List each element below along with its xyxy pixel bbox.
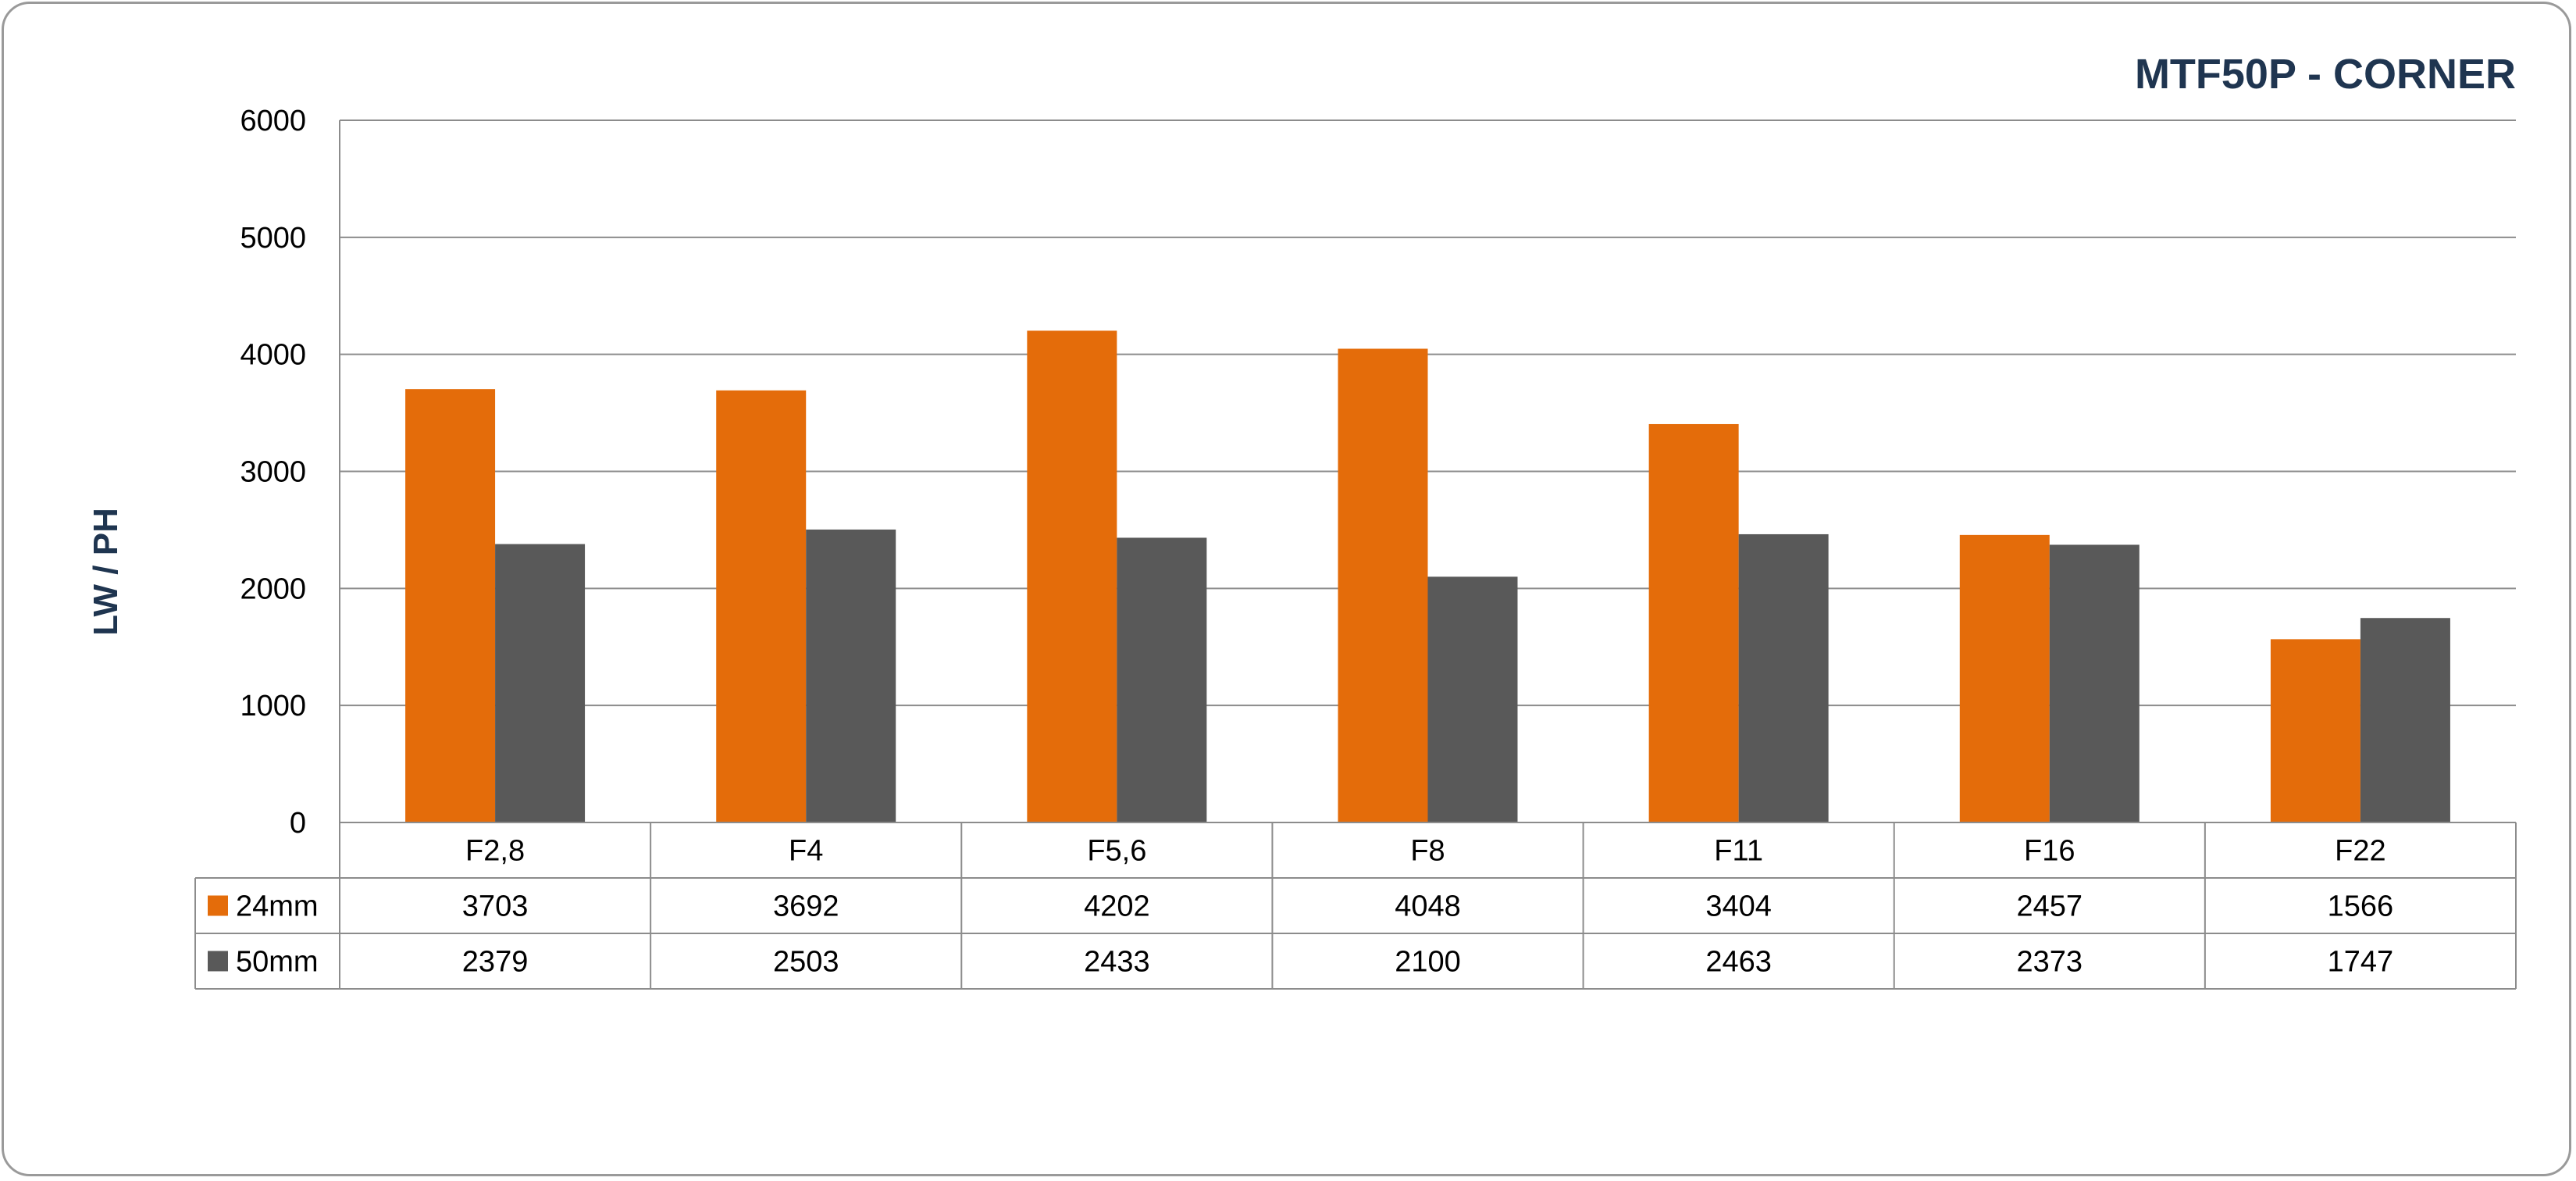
bar-50mm-F2,8 bbox=[495, 544, 586, 822]
data-label: 1566 bbox=[2328, 890, 2394, 923]
data-label: 2457 bbox=[2017, 890, 2083, 923]
x-tick-label: F8 bbox=[1410, 835, 1445, 868]
bar-24mm-F8 bbox=[1338, 348, 1428, 822]
data-label: 2100 bbox=[1395, 946, 1461, 979]
data-label: 2503 bbox=[773, 946, 839, 979]
legend-label-24mm: 24mm bbox=[236, 890, 319, 923]
x-tick-label: F16 bbox=[2024, 835, 2075, 868]
bar-50mm-F4 bbox=[806, 529, 896, 822]
bar-24mm-F22 bbox=[2270, 639, 2360, 822]
x-tick-label: F2,8 bbox=[465, 835, 525, 868]
data-label: 3703 bbox=[462, 890, 529, 923]
bar-24mm-F16 bbox=[1959, 534, 2050, 822]
bar-50mm-F16 bbox=[2049, 544, 2140, 822]
y-tick-label: 5000 bbox=[240, 222, 306, 255]
data-label: 3692 bbox=[773, 890, 839, 923]
data-label: 1747 bbox=[2328, 946, 2394, 979]
y-tick-label: 3000 bbox=[240, 456, 306, 489]
data-label: 2379 bbox=[462, 946, 529, 979]
y-axis-ticks: 0 1000 2000 3000 4000 5000 6000 bbox=[240, 105, 306, 840]
x-tick-label: F22 bbox=[2335, 835, 2385, 868]
y-tick-label: 1000 bbox=[240, 690, 306, 723]
bar-24mm-F5,6 bbox=[1027, 330, 1117, 822]
x-tick-label: F4 bbox=[789, 835, 823, 868]
data-label: 2373 bbox=[2017, 946, 2083, 979]
data-label: 2433 bbox=[1084, 946, 1150, 979]
y-tick-label: 4000 bbox=[240, 339, 306, 372]
bar-24mm-F2,8 bbox=[405, 389, 496, 822]
bar-50mm-F22 bbox=[2360, 618, 2450, 822]
x-tick-label: F11 bbox=[1714, 835, 1763, 868]
y-axis-label: LW / PH bbox=[87, 508, 125, 636]
legend-label-50mm: 50mm bbox=[236, 946, 319, 979]
data-table: F2,8 F4 F5,6 F8 F11 F16 F22 24mm 3703 3692 4202 404… bbox=[194, 822, 2517, 990]
chart-title: MTF50P - CORNER bbox=[2135, 51, 2516, 98]
legend-swatch-50mm bbox=[208, 951, 228, 972]
bar-24mm-F11 bbox=[1648, 423, 1739, 822]
data-label: 2463 bbox=[1705, 946, 1772, 979]
y-tick-label: 6000 bbox=[240, 105, 306, 137]
bars bbox=[405, 330, 2450, 823]
bar-24mm-F4 bbox=[716, 390, 807, 823]
data-label: 3404 bbox=[1705, 890, 1772, 923]
bar-50mm-F8 bbox=[1427, 576, 1518, 822]
legend-swatch-24mm bbox=[208, 895, 228, 916]
bar-50mm-F11 bbox=[1738, 533, 1829, 822]
x-tick-label: F5,6 bbox=[1087, 835, 1146, 868]
y-tick-label: 2000 bbox=[240, 573, 306, 605]
bar-50mm-F5,6 bbox=[1117, 537, 1207, 822]
y-tick-label: 0 bbox=[290, 807, 306, 840]
data-label: 4048 bbox=[1395, 890, 1461, 923]
data-label: 4202 bbox=[1084, 890, 1150, 923]
